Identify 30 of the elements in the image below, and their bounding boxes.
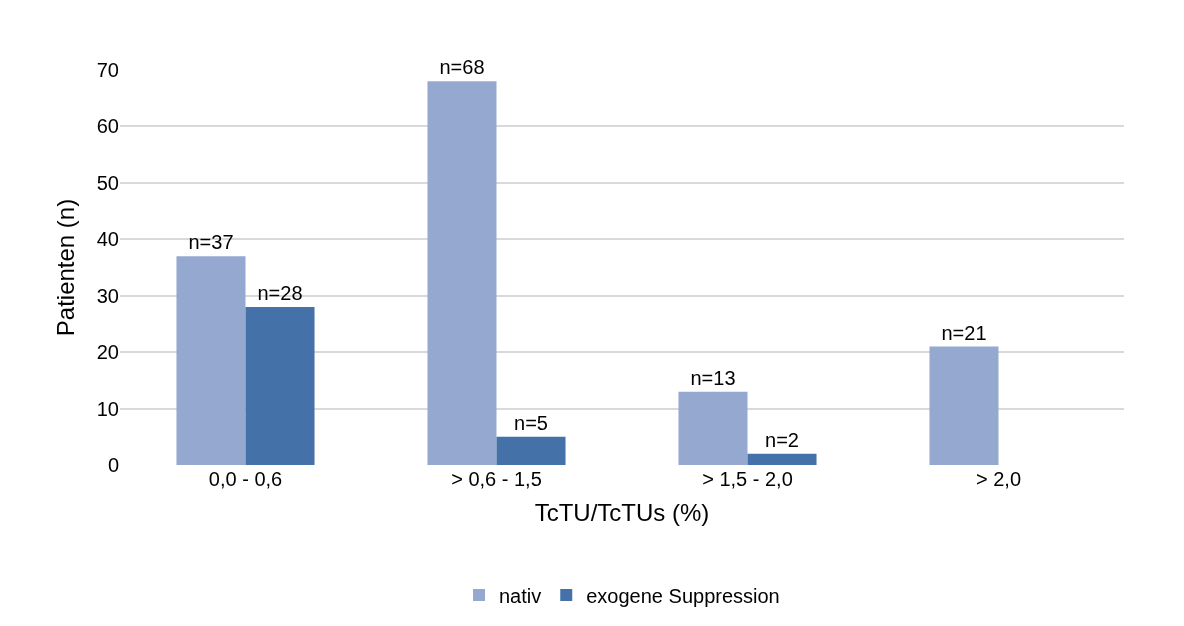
bar (496, 436, 566, 465)
data-label: n=13 (690, 366, 736, 389)
y-tick-label: 10 (96, 397, 119, 420)
data-label: n=5 (514, 411, 548, 434)
legend-label: nativ (499, 584, 542, 607)
y-tick-label: 50 (96, 171, 119, 194)
data-label: n=21 (941, 321, 987, 344)
y-axis-title: Patienten (n) (51, 198, 79, 337)
x-tick-label: > 2,0 (975, 468, 1022, 490)
bar (427, 81, 497, 465)
x-tick-label: 0,0 - 0,6 (208, 468, 283, 490)
x-tick-label: > 0,6 - 1,5 (451, 468, 542, 490)
legend-label: exogene Suppression (586, 584, 780, 607)
data-label: n=68 (439, 56, 485, 79)
data-label: n=37 (188, 231, 234, 254)
x-tick-label: > 1,5 - 2,0 (702, 468, 793, 490)
bar (747, 453, 817, 465)
y-tick-label: 30 (96, 284, 119, 307)
y-tick-label: 40 (96, 228, 119, 251)
data-label: n=28 (257, 282, 303, 304)
x-axis-title: TcTU/TcTUs (%) (534, 499, 710, 527)
y-tick-label: 60 (96, 115, 119, 138)
y-tick-label: 20 (96, 341, 119, 364)
bar (929, 346, 999, 465)
y-tick-label: 0 (107, 454, 119, 476)
bar (176, 256, 246, 465)
bar (245, 307, 315, 465)
bar (678, 391, 748, 465)
data-label: n=2 (765, 428, 799, 451)
y-tick-label: 70 (96, 59, 119, 81)
